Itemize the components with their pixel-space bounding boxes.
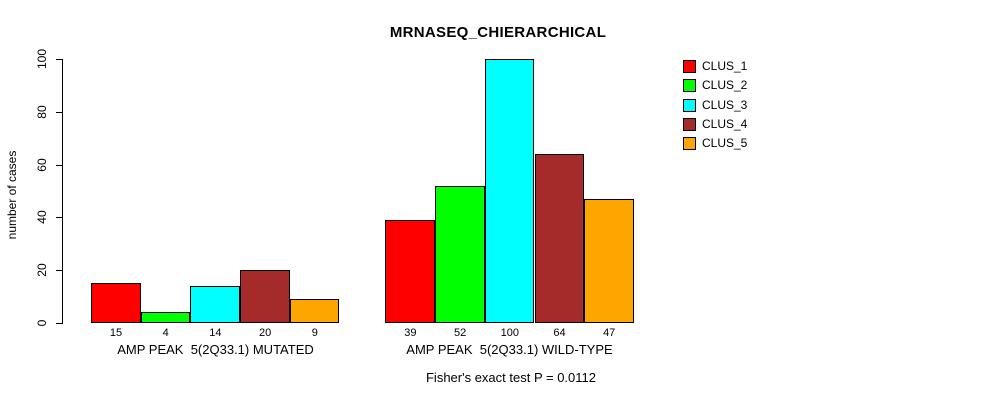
y-axis-tick: [56, 270, 62, 272]
bar-value-label: 4: [162, 327, 169, 339]
legend-label: CLUS_1: [702, 59, 748, 73]
legend-swatch-icon: [683, 79, 696, 93]
legend-swatch-icon: [683, 117, 696, 131]
legend-swatch-icon: [683, 60, 696, 73]
bar-value-label: 39: [404, 327, 417, 339]
y-axis-tick-label: 0: [35, 319, 49, 327]
y-axis-tick-label: 60: [35, 157, 49, 172]
bar-clus_1-wild-type: [385, 220, 436, 323]
y-axis-tick: [56, 111, 62, 113]
group-label-mutated: AMP PEAK 5(2Q33.1) MUTATED: [117, 342, 314, 357]
bar-clus_3-mutated: [190, 286, 241, 323]
y-axis-title: number of cases: [5, 150, 19, 240]
legend-item-clus_1: CLUS_1: [683, 60, 747, 73]
legend-label: CLUS_3: [702, 97, 748, 112]
bar-value-label: 64: [553, 327, 566, 339]
legend-label: CLUS_5: [702, 136, 748, 151]
legend-item-clus_2: CLUS_2: [683, 78, 748, 93]
bar-value-label: 100: [500, 327, 519, 339]
bar-value-label: 9: [311, 327, 318, 339]
bar-value-label: 15: [109, 327, 123, 339]
group-label-wild-type: AMP PEAK 5(2Q33.1) WILD-TYPE: [406, 342, 613, 357]
y-axis-tick: [56, 164, 62, 166]
y-axis-tick-label: 100: [35, 48, 49, 70]
bar-clus_4-wild-type: [534, 154, 585, 323]
legend-item-clus_5: CLUS_5: [683, 136, 748, 151]
y-axis-line: [62, 59, 63, 324]
bar-clus_2-mutated: [140, 312, 191, 323]
legend-label: CLUS_4: [702, 116, 748, 131]
bar-clus_5-wild-type: [584, 198, 634, 323]
chart-title: MRNASEQ_CHIERARCHICAL: [389, 24, 607, 41]
bar-clus_4-mutated: [240, 270, 290, 323]
bar-clus_3-wild-type: [484, 59, 535, 323]
bar-value-label: 14: [209, 327, 222, 339]
bar-value-label: 20: [258, 327, 272, 339]
y-axis-tick: [56, 217, 62, 219]
y-axis-tick: [56, 323, 62, 324]
bar-clus_2-wild-type: [435, 185, 485, 323]
legend-item-clus_3: CLUS_3: [683, 97, 748, 112]
y-axis-tick-label: 20: [35, 263, 49, 277]
bar-value-label: 52: [453, 327, 467, 339]
bar-value-label: 47: [603, 327, 616, 339]
legend: CLUS_1 CLUS_2 CLUS_3 CLUS_4 CLUS_5: [683, 60, 747, 156]
y-axis-tick-label: 80: [35, 105, 49, 119]
y-axis-tick: [56, 59, 62, 60]
bar-clus_1-mutated: [91, 283, 141, 323]
legend-item-clus_4: CLUS_4: [683, 116, 748, 131]
bar-clus_5-mutated: [289, 299, 340, 323]
legend-swatch-icon: [683, 137, 696, 151]
fisher-exact-test-annotation: Fisher's exact test P = 0.0112: [425, 370, 596, 385]
legend-swatch-icon: [683, 98, 696, 112]
legend-label: CLUS_2: [702, 78, 748, 93]
y-axis-tick-label: 40: [35, 210, 49, 225]
